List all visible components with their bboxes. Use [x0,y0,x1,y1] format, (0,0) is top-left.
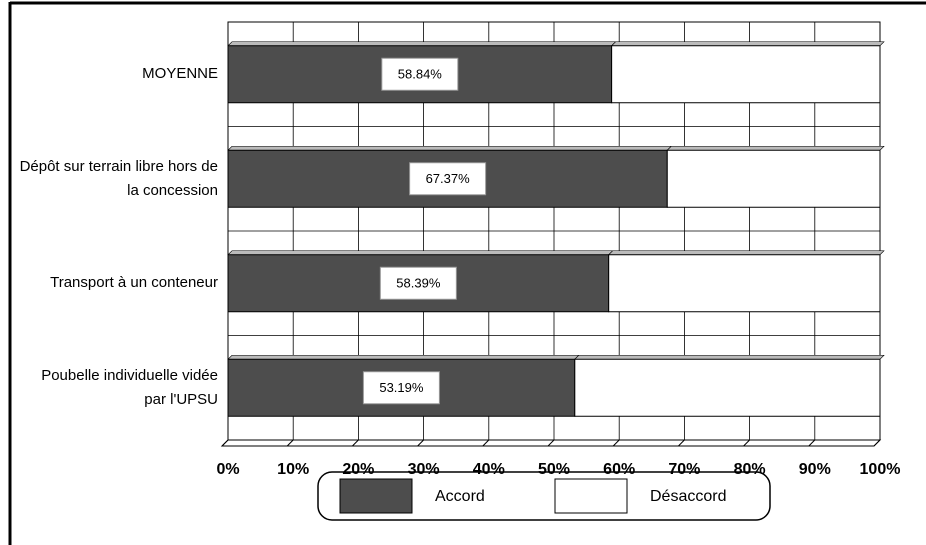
bar [666,149,881,208]
value-label: 58.39% [396,276,441,291]
tick-mark [808,439,816,447]
tick-mark [352,439,359,447]
bar [611,45,881,104]
legend-box [317,471,771,521]
x-tick-label: 40% [473,461,505,478]
y-tick-label: MOYENNE [142,65,218,83]
x-tick-label: 60% [603,461,635,478]
bar-top [607,250,885,256]
legend-label: Accord [435,488,485,505]
value-label-box [379,266,457,300]
x-tick-label: 0% [216,461,239,478]
tick-mark [678,439,685,447]
legend-swatch [554,478,628,514]
bar-top [574,354,885,360]
x-tick-label: 90% [799,461,831,478]
y-tick-label: Transport à un conteneur [50,274,218,292]
x-tick-label: 50% [538,461,570,478]
tick-mark [873,439,881,447]
value-label: 67.37% [426,171,471,186]
tick-mark [286,439,294,447]
tick-mark [547,439,555,447]
tick-mark [417,439,424,447]
value-label-box [362,371,440,405]
tick-mark [612,439,620,447]
y-tick-label: Poubelle individuelle vidée par l'UPSU [41,366,218,408]
x-tick-label: 20% [342,461,374,478]
bar-top [227,145,672,151]
tick-mark [482,439,490,447]
bar-top [227,41,617,47]
x-tick-label: 30% [408,461,440,478]
tick-mark [221,439,229,447]
legend-swatch [339,478,413,514]
x-tick-label: 80% [734,461,766,478]
value-label-box [409,162,487,196]
bar-top [666,145,885,151]
x-tick-label: 10% [277,461,309,478]
value-label: 58.84% [398,67,443,82]
bar-top [227,354,580,360]
value-label-box [381,57,459,91]
bar-top [610,41,885,47]
tick-mark [743,439,750,447]
legend-label: Désaccord [650,488,726,505]
x-tick-label: 70% [668,461,700,478]
value-label: 53.19% [379,380,424,395]
bar [608,254,881,313]
x-tick-label: 100% [860,461,901,478]
bar-top [227,250,614,256]
y-tick-label: Dépôt sur terrain libre hors de la conce… [19,157,218,199]
bar [574,358,881,417]
